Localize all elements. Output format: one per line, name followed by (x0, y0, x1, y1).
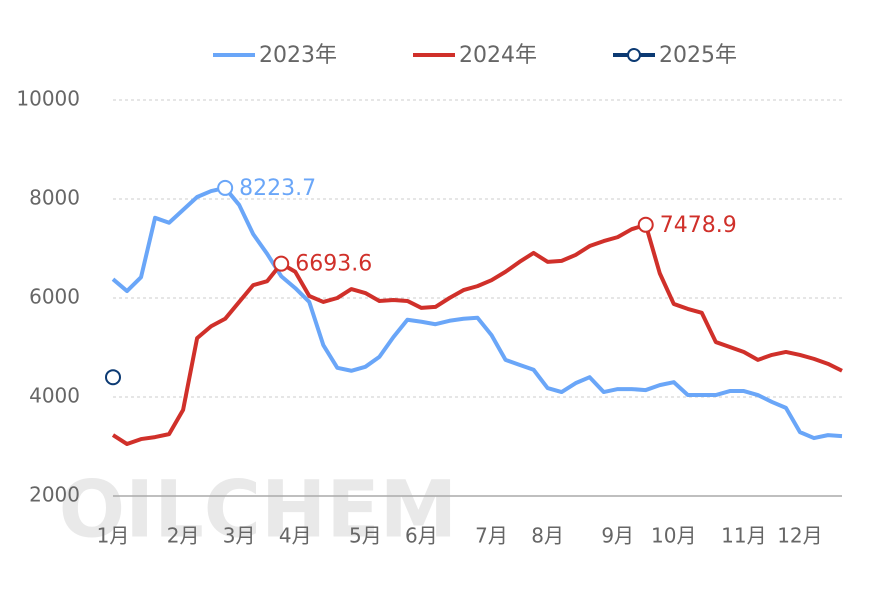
legend-label: 2025年 (659, 43, 737, 68)
y-tick-label: 8000 (29, 186, 80, 210)
x-tick-label: 12月 (777, 524, 822, 548)
x-tick-label: 5月 (349, 524, 382, 548)
data-label: 7478.9 (660, 213, 737, 238)
y-tick-label: 10000 (16, 87, 80, 111)
y-tick-label: 2000 (29, 483, 80, 507)
line (111, 185, 843, 441)
watermark: OILCHEM (59, 465, 457, 555)
legend-label: 2023年 (259, 43, 337, 68)
x-tick-label: 2月 (167, 524, 200, 548)
x-tick-label: 6月 (405, 524, 438, 548)
y-tick-label: 6000 (29, 285, 80, 309)
point-marker (217, 179, 234, 196)
legend-label: 2024年 (459, 43, 537, 68)
data-label: 6693.6 (295, 252, 372, 277)
x-tick-label: 1月 (97, 524, 130, 548)
y-tick-label: 4000 (29, 384, 80, 408)
x-tick-label: 9月 (601, 524, 634, 548)
x-tick-label: 4月 (279, 524, 312, 548)
line (111, 222, 843, 447)
x-tick-label: 10月 (651, 524, 696, 548)
x-tick-label: 8月 (531, 524, 564, 548)
x-tick-label: 7月 (475, 524, 508, 548)
point-marker (105, 369, 121, 386)
point-marker (637, 216, 654, 233)
x-tick-label: 11月 (721, 524, 766, 548)
legend-marker (627, 48, 641, 62)
point-marker (273, 255, 290, 272)
x-tick-label: 3月 (223, 524, 256, 548)
data-label: 8223.7 (239, 176, 316, 201)
